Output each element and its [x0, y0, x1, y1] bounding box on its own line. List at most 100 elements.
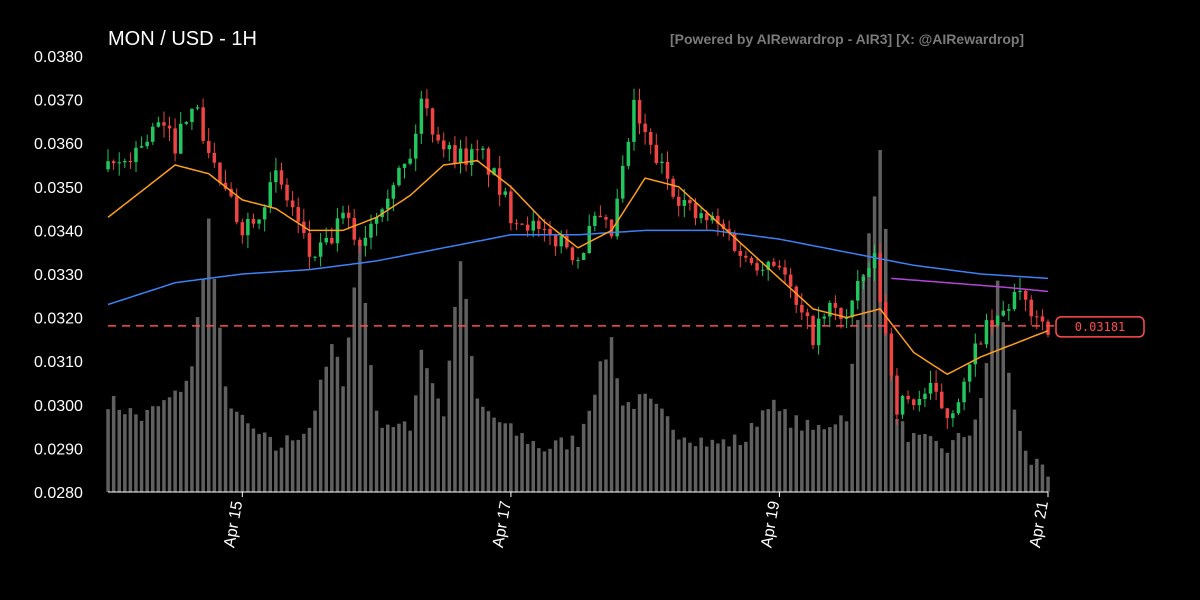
y-tick-label: 0.0350	[34, 180, 83, 197]
y-tick-label: 0.0330	[34, 267, 83, 284]
volume-bar	[190, 366, 194, 492]
volume-bar	[223, 386, 228, 492]
volume-bar	[486, 411, 491, 492]
candle-body	[760, 269, 765, 271]
volume-bar	[878, 150, 882, 492]
x-tick-label: Apr 17	[490, 500, 515, 549]
volume-bar	[951, 440, 955, 492]
candle-body	[156, 122, 161, 127]
volume-bar	[391, 427, 396, 492]
volume-bar	[570, 435, 575, 492]
candle-body	[973, 343, 977, 365]
candle-body	[856, 281, 860, 301]
volume-bar	[649, 398, 653, 492]
volume-bar	[889, 335, 894, 492]
x-tick-label: Apr 15	[221, 500, 246, 549]
volume-bar	[906, 441, 910, 492]
candle-body	[861, 276, 866, 281]
y-tick-label: 0.0310	[34, 354, 83, 371]
candle-body	[111, 161, 116, 164]
volume-bar	[995, 280, 1000, 492]
candle-body	[290, 200, 295, 208]
candle-body	[1018, 290, 1022, 292]
candle-body	[503, 191, 507, 195]
candle-body	[307, 233, 312, 257]
candle-body	[984, 320, 989, 345]
candle-body	[962, 381, 966, 403]
candle-body	[229, 188, 233, 197]
candle-body	[744, 255, 748, 258]
candle-body	[262, 207, 267, 220]
candle-body	[699, 213, 703, 219]
volume-bar	[257, 434, 261, 492]
volume-bar	[581, 423, 586, 492]
volume-bar	[145, 409, 149, 492]
volume-bar	[693, 446, 698, 492]
volume-bar	[934, 440, 938, 492]
candle-body	[402, 163, 407, 168]
candle-body	[705, 213, 709, 221]
candle-body	[749, 257, 754, 264]
chart-title: MON / USD - 1H	[108, 28, 257, 50]
candle-body	[475, 149, 480, 151]
volume-bar	[352, 287, 356, 492]
volume-bar	[856, 319, 860, 492]
candle-body	[520, 223, 524, 225]
volume-bar	[699, 437, 703, 492]
volume-bar	[553, 440, 558, 492]
volume-bar	[151, 406, 155, 492]
volume-bar	[559, 437, 563, 492]
candle-body	[570, 247, 575, 261]
candle-body	[425, 98, 429, 109]
volume-bar	[777, 411, 782, 492]
candle-body	[514, 223, 519, 225]
candle-body	[497, 168, 502, 195]
candle-body	[509, 191, 513, 224]
volume-bar	[268, 436, 272, 492]
volume-bar	[503, 423, 507, 492]
candle-body	[951, 413, 955, 419]
candle-body	[453, 145, 457, 164]
volume-bar	[643, 393, 647, 492]
candle-body	[391, 185, 396, 199]
volume-bar	[593, 394, 597, 492]
candle-body	[1001, 310, 1005, 316]
candle-body	[537, 220, 541, 229]
candle-body	[587, 226, 591, 254]
candle-body	[274, 170, 278, 183]
candle-body	[805, 312, 810, 317]
candle-body	[800, 304, 804, 313]
volume-bar	[738, 445, 742, 492]
volume-bar	[710, 439, 715, 492]
candle-body	[106, 161, 110, 170]
candle-body	[128, 161, 133, 163]
volume-bar	[430, 383, 435, 492]
volume-bar	[139, 420, 144, 492]
volume-bar	[923, 434, 927, 492]
candle-body	[358, 239, 362, 246]
volume-bar	[1046, 476, 1050, 492]
candle-body	[878, 253, 882, 303]
volume-bar	[262, 432, 267, 492]
candle-body	[811, 316, 815, 346]
volume-bar	[318, 379, 323, 492]
candle-body	[660, 161, 664, 163]
volume-bar	[167, 397, 172, 492]
volume-bar	[1012, 409, 1017, 492]
y-tick-label: 0.0340	[34, 223, 83, 240]
candle-body	[872, 253, 877, 269]
candle-body	[788, 274, 793, 287]
candle-body	[296, 207, 300, 222]
candle-body	[721, 223, 726, 229]
volume-bar	[542, 451, 547, 492]
candle-body	[833, 302, 838, 308]
candle-body	[649, 132, 653, 145]
volume-bar	[179, 391, 183, 492]
volume-bar	[134, 414, 138, 492]
candle-body	[839, 307, 843, 319]
candle-body	[900, 395, 905, 415]
volume-bar	[464, 298, 468, 492]
candle-body	[414, 133, 418, 159]
candle-body	[223, 182, 228, 189]
